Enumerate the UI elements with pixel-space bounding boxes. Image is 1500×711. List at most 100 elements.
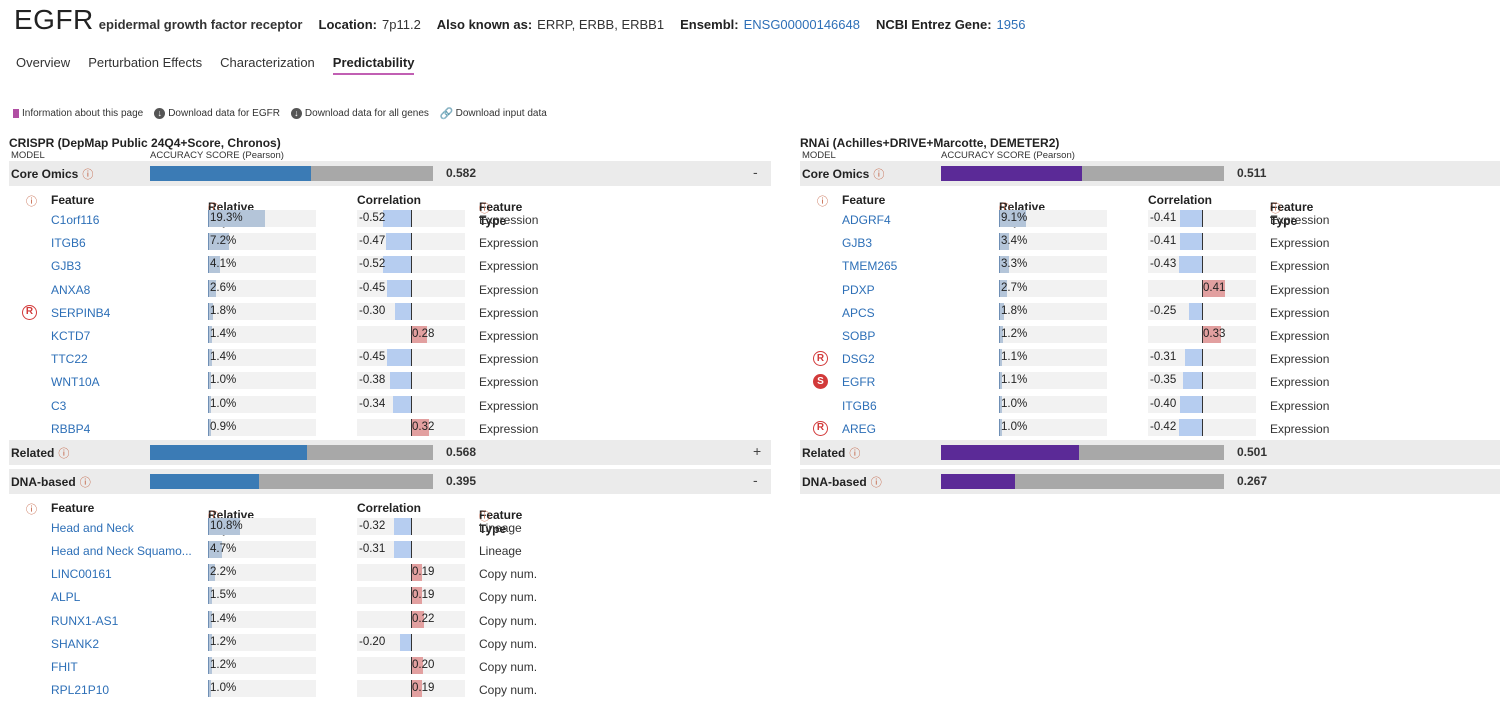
correlation-value: 0.19 <box>412 682 435 695</box>
feature-name-link[interactable]: DSG2 <box>842 352 875 367</box>
feature-name-link[interactable]: AREG <box>842 421 877 436</box>
feature-table-header: ⓘ Feature Relative Importance ⓘ Correlat… <box>26 500 523 536</box>
correlation-bar-fill <box>393 517 411 535</box>
feature-name-link[interactable]: PDXP <box>842 282 875 297</box>
correlation-value: -0.25 <box>1150 304 1177 317</box>
correlation-bar: -0.45 <box>357 349 465 367</box>
info-icon: ⓘ <box>208 203 219 215</box>
correlation-bar-fill <box>1180 395 1202 413</box>
download-input-link[interactable]: 🔗 Download input data <box>440 107 547 120</box>
download-all-link[interactable]: ↓ Download data for all genes <box>290 107 429 120</box>
gene-full-name: epidermal growth factor receptor <box>98 17 303 32</box>
rnai-core-omics-group[interactable]: Core Omics ⓘ 0.511 <box>800 161 1500 186</box>
feature-name-link[interactable]: SERPINB4 <box>51 305 111 320</box>
importance-value: 1.2% <box>1001 327 1028 340</box>
crispr-related-group[interactable]: Related ⓘ 0.568 + <box>9 439 771 465</box>
feature-name-link[interactable]: RBBP4 <box>51 421 91 436</box>
crispr-core-omics-group[interactable]: Core Omics ⓘ 0.582 - <box>9 161 771 186</box>
correlation-bar-fill <box>394 541 411 559</box>
tab-overview[interactable]: Overview <box>16 55 71 70</box>
importance-bar: 1.2% <box>208 633 316 651</box>
correlation-value: 0.28 <box>412 327 435 340</box>
correlation-bar: 0.19 <box>357 587 465 605</box>
correlation-value: 0.19 <box>412 566 435 579</box>
collapse-toggle[interactable]: - <box>753 164 758 180</box>
feature-name-link[interactable]: GJB3 <box>51 259 82 274</box>
feature-type: Expression <box>1270 282 1330 297</box>
feature-name-link[interactable]: ALPL <box>51 590 81 605</box>
importance-bar: 10.8% <box>208 517 316 535</box>
feature-name-link[interactable]: SOBP <box>842 328 876 343</box>
info-link[interactable]: Information about this page <box>13 107 143 120</box>
group-name: DNA-based ⓘ <box>11 474 91 489</box>
feature-name-link[interactable]: EGFR <box>842 375 876 390</box>
tab-predictability[interactable]: Predictability <box>332 55 415 75</box>
correlation-zero-line <box>1202 395 1203 413</box>
feature-row: C3 1.0% -0.34 Expression <box>9 394 771 417</box>
entrez-link[interactable]: 1956 <box>996 17 1026 32</box>
correlation-bar: 0.41 <box>1148 279 1256 297</box>
feature-name-link[interactable]: KCTD7 <box>51 328 91 343</box>
rnai-related-group[interactable]: Related ⓘ 0.501 <box>800 439 1500 465</box>
feature-name-link[interactable]: RUNX1-AS1 <box>51 613 119 628</box>
correlation-bar-fill <box>385 233 411 251</box>
ensembl-link[interactable]: ENSG00000146648 <box>743 17 860 32</box>
rnai-dna-based-group[interactable]: DNA-based ⓘ 0.267 <box>800 468 1500 494</box>
expand-toggle[interactable]: + <box>753 442 762 459</box>
correlation-bar-fill <box>1178 256 1202 274</box>
collapse-toggle[interactable]: - <box>753 471 758 488</box>
rnai-core-feature-list: ADGRF4 9.1% -0.41 Expression GJB3 3.4% -… <box>800 208 1500 440</box>
feature-name-link[interactable]: FHIT <box>51 660 78 674</box>
feature-name-link[interactable]: ANXA8 <box>51 282 91 297</box>
feature-row: KCTD7 1.4% 0.28 Expression <box>9 324 771 347</box>
importance-bar-fill <box>999 233 1010 251</box>
correlation-heading: Correlation <box>1148 193 1213 207</box>
feature-name-link[interactable]: RPL21P10 <box>51 683 110 698</box>
feature-type: Expression <box>479 421 539 436</box>
download-input-label: Download input data <box>455 108 547 119</box>
feature-name-link[interactable]: ADGRF4 <box>842 213 891 227</box>
ensembl-label: Ensembl: <box>680 17 739 32</box>
feature-name-link[interactable]: WNT10A <box>51 375 100 390</box>
feature-name-link[interactable]: Head and Neck <box>51 520 134 535</box>
crispr-core-feature-list: C1orf116 19.3% -0.52 Expression ITGB6 7.… <box>9 208 771 440</box>
feature-table-header: ⓘ Feature Relative Importance ⓘ Correlat… <box>817 193 1314 228</box>
feature-name-link[interactable]: Head and Neck Squamo... <box>51 544 192 559</box>
tab-perturbation-effects[interactable]: Perturbation Effects <box>88 55 203 70</box>
feature-name-link[interactable]: TTC22 <box>51 352 88 367</box>
importance-bar: 0.9% <box>208 418 316 436</box>
download-gene-link[interactable]: ↓ Download data for EGFR <box>154 107 280 120</box>
importance-value: 2.6% <box>210 281 237 294</box>
feature-name-link[interactable]: TMEM265 <box>842 259 898 274</box>
feature-type: Copy num. <box>479 636 538 651</box>
importance-value: 1.8% <box>210 304 237 317</box>
feature-name-link[interactable]: LINC00161 <box>51 567 112 582</box>
correlation-bar: -0.30 <box>357 302 465 320</box>
correlation-value: -0.20 <box>359 635 386 648</box>
correlation-bar: -0.32 <box>357 517 465 535</box>
info-icon: ⓘ <box>79 476 91 489</box>
feature-name-link[interactable]: ITGB6 <box>842 398 877 413</box>
importance-bar: 1.0% <box>208 680 316 698</box>
importance-bar: 1.2% <box>208 657 316 674</box>
group-name: Related ⓘ <box>11 445 70 460</box>
importance-bar-fill <box>208 325 213 343</box>
feature-name-link[interactable]: C1orf116 <box>51 213 100 227</box>
feature-name-link[interactable]: GJB3 <box>842 236 873 251</box>
correlation-bar: 0.19 <box>357 564 465 582</box>
crispr-dna-based-group[interactable]: DNA-based ⓘ 0.395 - <box>9 468 771 494</box>
tab-characterization[interactable]: Characterization <box>220 55 315 70</box>
feature-name-link[interactable]: SHANK2 <box>51 636 100 651</box>
feature-type: Expression <box>479 375 539 390</box>
feature-name-link[interactable]: APCS <box>842 305 875 320</box>
group-name: Core Omics ⓘ <box>802 167 885 181</box>
feature-type: Expression <box>1270 421 1330 436</box>
importance-value: 1.1% <box>1001 374 1028 387</box>
importance-bar: 7.2% <box>208 233 316 251</box>
feature-name-link[interactable]: C3 <box>51 398 67 413</box>
accuracy-score: 0.501 <box>1237 444 1268 459</box>
importance-bar-fill <box>208 418 211 436</box>
feature-name-link[interactable]: ITGB6 <box>51 236 86 251</box>
download-gene-label: Download data for EGFR <box>168 108 280 119</box>
correlation-bar: -0.34 <box>357 395 465 413</box>
